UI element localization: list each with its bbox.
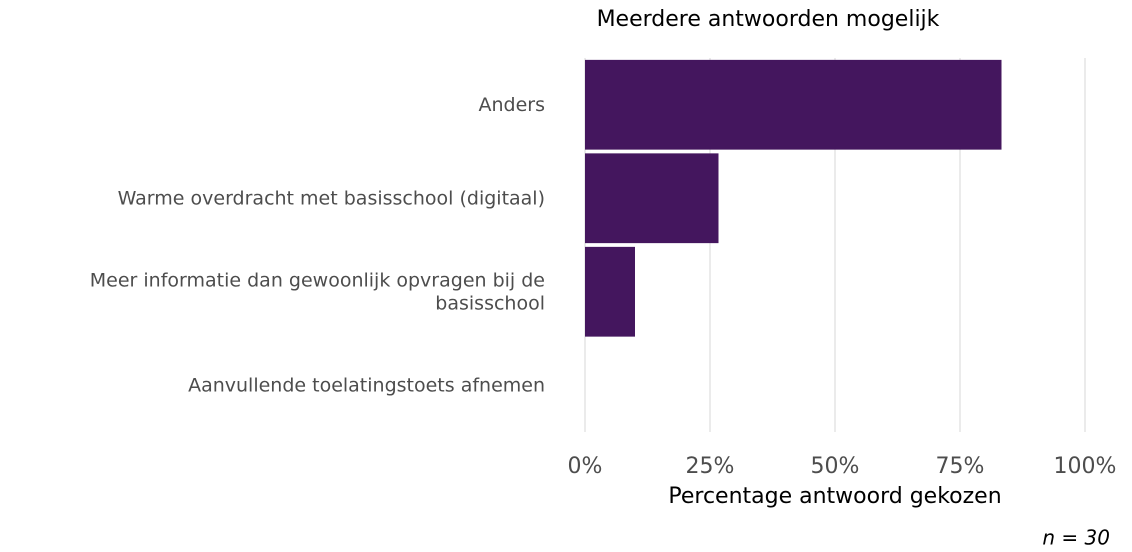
y-tick-label: Meer informatie dan gewoonlijk opvragen … <box>90 269 545 314</box>
x-tick-label: 25% <box>686 454 735 479</box>
x-axis-label: Percentage antwoord gekozen <box>668 484 1001 509</box>
bar <box>585 153 719 244</box>
x-tick-label: 0% <box>568 454 603 479</box>
caption: n = 30 <box>1042 526 1110 550</box>
y-tick-label: Warme overdracht met basisschool (digita… <box>118 187 545 209</box>
y-tick-label: Aanvullende toelatingstoets afnemen <box>188 374 545 396</box>
y-tick-label: Anders <box>479 93 546 115</box>
x-tick-label: 50% <box>811 454 860 479</box>
x-tick-label: 75% <box>936 454 985 479</box>
chart-title: Meerdere antwoorden mogelijk <box>597 7 940 32</box>
bar <box>585 59 1002 150</box>
x-tick-label: 100% <box>1054 454 1117 479</box>
bar <box>585 246 635 337</box>
